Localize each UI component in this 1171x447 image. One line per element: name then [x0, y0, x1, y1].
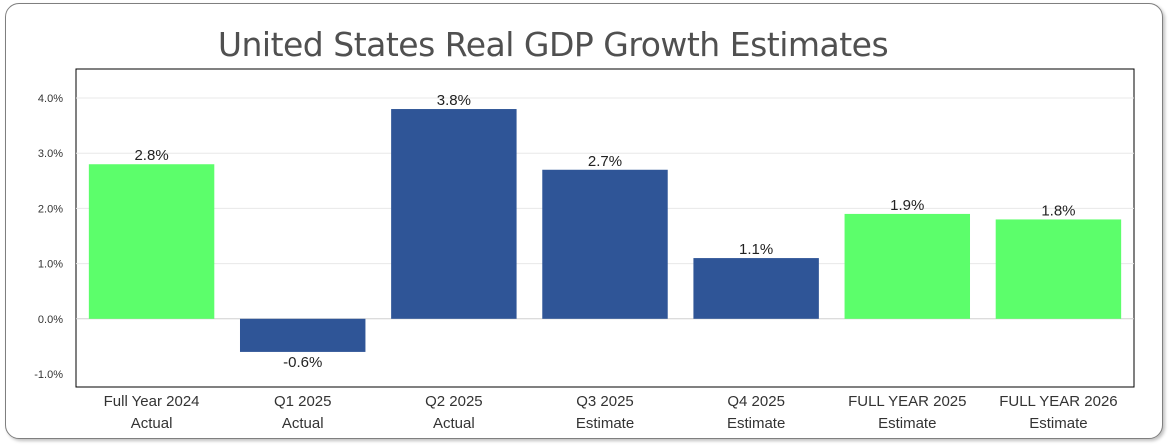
bar: [88, 164, 215, 319]
y-tick-label: 0.0%: [38, 314, 63, 326]
x-tick-label: Full Year 2024: [104, 393, 200, 410]
bar: [693, 258, 819, 319]
x-tick-label: Estimate: [727, 415, 785, 432]
x-tick-label: Q1 2025: [274, 393, 332, 410]
y-tick-label: 3.0%: [38, 148, 63, 160]
x-tick-label: Q2 2025: [425, 393, 483, 410]
x-tick-label: Actual: [433, 415, 475, 432]
x-tick-label: Q4 2025: [727, 393, 785, 410]
x-tick-label: Q3 2025: [576, 393, 634, 410]
x-tick-label: Estimate: [878, 415, 936, 432]
bar: [844, 213, 971, 319]
data-label: 1.9%: [890, 197, 924, 214]
chart-title: United States Real GDP Growth Estimates: [217, 25, 889, 64]
bar: [995, 219, 1122, 319]
y-tick-label: 4.0%: [38, 93, 63, 105]
data-label: 3.8%: [437, 92, 471, 109]
plot-area-border: [75, 68, 1135, 388]
x-tick-label: FULL YEAR 2026: [999, 393, 1117, 410]
data-label: -0.6%: [283, 354, 322, 371]
data-label: 2.7%: [588, 153, 622, 170]
x-tick-label: Actual: [282, 415, 324, 432]
data-label: 2.8%: [134, 147, 168, 164]
y-tick-label: 2.0%: [38, 203, 63, 215]
x-tick-label: Actual: [131, 415, 173, 432]
x-tick-label: FULL YEAR 2025: [848, 393, 966, 410]
y-tick-label: 1.0%: [38, 259, 63, 271]
bar: [239, 318, 366, 352]
x-tick-label: Estimate: [576, 415, 634, 432]
bar: [391, 109, 517, 319]
x-tick-label: Estimate: [1029, 415, 1087, 432]
y-tick-label: -1.0%: [34, 369, 63, 381]
data-label: 1.8%: [1041, 202, 1075, 219]
data-label: 1.1%: [739, 241, 773, 258]
bar: [542, 169, 668, 319]
